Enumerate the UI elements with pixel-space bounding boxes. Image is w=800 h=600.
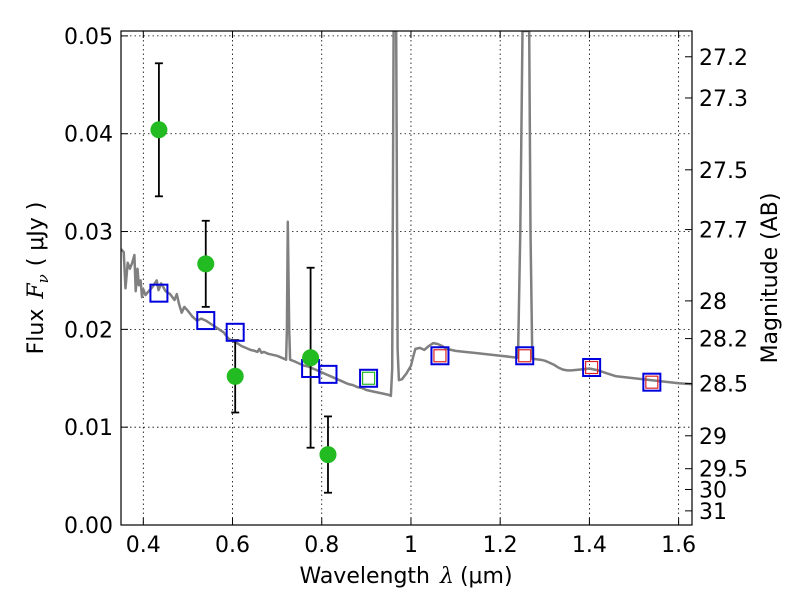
- model-photometry-square: [149, 283, 169, 303]
- model-photometry-square: [582, 358, 602, 378]
- magnitude-tick-label: 29: [699, 425, 727, 450]
- model-photometry-square: [318, 364, 338, 384]
- y-axis-label-symbol: F: [24, 283, 49, 300]
- x-tick-label: 1.6: [661, 533, 696, 558]
- model-photometry-square: [430, 346, 450, 366]
- inner-marker-square: [433, 349, 447, 363]
- axis-ticks: 0.4 0.6 0.8 1 1.2 1.4 1.6 0.00 0.01 0.02 0.03 0.04 0…: [64, 25, 748, 558]
- model-photometry-square: [642, 372, 662, 392]
- observed-point: [150, 121, 168, 139]
- x-axis-label-unit: (μm): [460, 564, 513, 589]
- model-photometry-square: [225, 322, 245, 342]
- x-tick-label: 0.8: [304, 533, 339, 558]
- y-tick-label: 0.01: [64, 416, 113, 441]
- y-tick-label: 0.04: [64, 123, 113, 148]
- markers: [149, 121, 662, 464]
- right-axis-label: Magnitude (AB): [758, 193, 783, 364]
- x-tick-label: 0.4: [126, 533, 161, 558]
- x-tick-label: 1.4: [572, 533, 607, 558]
- y-tick-label: 0.05: [64, 25, 113, 50]
- magnitude-tick-label: 30: [699, 478, 727, 503]
- magnitude-tick-label: 27.5: [699, 159, 748, 184]
- x-axis-label-symbol: λ: [439, 564, 454, 589]
- observed-point: [226, 367, 244, 385]
- y-axis-label: Flux Fν ( μJy ): [24, 202, 52, 355]
- model-photometry-square: [359, 368, 379, 388]
- model-photometry-square: [196, 311, 216, 331]
- plot-area: [121, 31, 692, 494]
- errorbars: [154, 62, 332, 494]
- x-tick-label: 1: [404, 533, 418, 558]
- inner-marker-square: [585, 360, 599, 375]
- magnitude-tick-label: 29.5: [699, 458, 748, 483]
- magnitude-tick-label: 28.5: [699, 373, 748, 398]
- plot-frame: [120, 30, 693, 526]
- observed-point: [302, 349, 320, 367]
- y-axis-label-text: Flux: [24, 309, 49, 355]
- y-tick-label: 0.00: [64, 514, 113, 539]
- observed-point: [319, 446, 337, 464]
- model-photometry-square: [515, 346, 535, 366]
- x-axis-label: Wavelength λ (μm): [299, 564, 512, 589]
- y-tick-label: 0.03: [64, 221, 113, 246]
- x-tick-label: 0.6: [215, 533, 250, 558]
- inner-marker-square: [645, 375, 659, 389]
- inner-marker-square: [518, 349, 532, 363]
- x-tick-label: 1.2: [483, 533, 518, 558]
- magnitude-tick-label: 28.2: [699, 328, 748, 353]
- y-axis-label-subscript: ν: [34, 274, 52, 283]
- magnitude-tick-label: 31: [699, 500, 727, 525]
- inner-marker-square: [361, 371, 376, 385]
- observed-point: [197, 255, 215, 273]
- y-tick-label: 0.02: [64, 318, 113, 343]
- model-spectrum-line: [121, 31, 692, 398]
- y-axis-label-unit: ( μJy ): [24, 202, 49, 267]
- x-axis-label-text: Wavelength: [299, 564, 430, 589]
- magnitude-tick-label: 27.3: [699, 87, 748, 112]
- magnitude-tick-label: 27.7: [699, 219, 748, 244]
- magnitude-tick-label: 28: [699, 290, 727, 315]
- magnitude-tick-label: 27.2: [699, 46, 748, 71]
